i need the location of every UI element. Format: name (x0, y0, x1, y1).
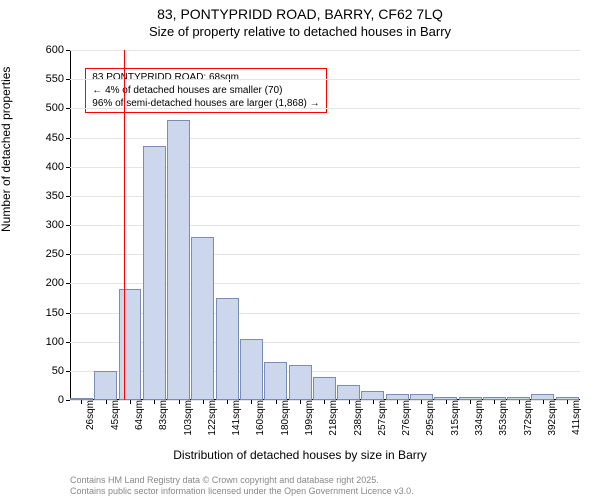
x-tick-mark (154, 400, 155, 404)
histogram-bar (289, 365, 312, 400)
x-tick-mark (300, 400, 301, 404)
x-tick-label: 257sqm (373, 400, 388, 436)
x-tick-label: 160sqm (251, 400, 266, 436)
footer-line-2: Contains public sector information licen… (70, 486, 414, 498)
x-tick-label: 64sqm (130, 400, 145, 430)
marker-line (124, 50, 125, 400)
footer-line-1: Contains HM Land Registry data © Crown c… (70, 475, 414, 487)
y-tick-mark (66, 313, 70, 314)
annotation-line-1: 83 PONTYPRIDD ROAD: 68sqm (92, 71, 319, 84)
histogram-bar (94, 371, 117, 400)
grid-line (70, 79, 580, 80)
x-tick-label: 353sqm (494, 400, 509, 436)
x-tick-mark (179, 400, 180, 404)
x-tick-label: 411sqm (567, 400, 582, 435)
histogram-bar (337, 385, 360, 400)
x-tick-mark (470, 400, 471, 404)
footer-attribution: Contains HM Land Registry data © Crown c… (70, 475, 414, 498)
x-tick-label: 45sqm (106, 400, 121, 430)
y-tick-mark (66, 225, 70, 226)
y-tick-mark (66, 138, 70, 139)
x-tick-mark (130, 400, 131, 404)
histogram-bar (191, 237, 214, 400)
x-tick-label: 83sqm (154, 400, 169, 430)
y-tick-mark (66, 50, 70, 51)
x-tick-label: 392sqm (543, 400, 558, 436)
histogram-bar (143, 146, 166, 400)
grid-line (70, 108, 580, 109)
x-tick-label: 238sqm (349, 400, 364, 436)
x-tick-mark (373, 400, 374, 404)
x-tick-label: 26sqm (81, 400, 96, 430)
histogram-bar (216, 298, 239, 400)
x-tick-label: 141sqm (227, 400, 242, 436)
x-tick-mark (349, 400, 350, 404)
x-tick-label: 218sqm (324, 400, 339, 436)
y-tick-mark (66, 196, 70, 197)
histogram-bar (264, 362, 287, 400)
page-title: 83, PONTYPRIDD ROAD, BARRY, CF62 7LQ (0, 6, 600, 22)
x-tick-mark (251, 400, 252, 404)
x-tick-mark (106, 400, 107, 404)
x-tick-mark (494, 400, 495, 404)
chart-plot-area: 83 PONTYPRIDD ROAD: 68sqm ← 4% of detach… (70, 50, 580, 400)
x-tick-mark (276, 400, 277, 404)
y-tick-mark (66, 283, 70, 284)
histogram-bar (361, 391, 384, 400)
x-tick-mark (324, 400, 325, 404)
y-tick-mark (66, 108, 70, 109)
annotation-line-2: ← 4% of detached houses are smaller (70) (92, 84, 319, 97)
histogram-bar (240, 339, 263, 400)
x-tick-label: 122sqm (203, 400, 218, 436)
x-tick-label: 103sqm (179, 400, 194, 436)
x-tick-label: 334sqm (470, 400, 485, 436)
x-tick-mark (397, 400, 398, 404)
grid-line (70, 50, 580, 51)
x-tick-label: 199sqm (300, 400, 315, 436)
y-axis-label: Number of detached properties (0, 67, 13, 232)
y-tick-mark (66, 342, 70, 343)
x-tick-mark (543, 400, 544, 404)
x-tick-label: 295sqm (421, 400, 436, 436)
histogram-bar (119, 289, 142, 400)
x-tick-mark (203, 400, 204, 404)
y-tick-mark (66, 254, 70, 255)
y-tick-mark (66, 400, 70, 401)
x-tick-label: 180sqm (276, 400, 291, 436)
x-tick-mark (446, 400, 447, 404)
histogram-bar (167, 120, 190, 400)
x-tick-mark (519, 400, 520, 404)
y-tick-mark (66, 371, 70, 372)
page-subtitle: Size of property relative to detached ho… (0, 24, 600, 39)
x-tick-mark (421, 400, 422, 404)
annotation-box: 83 PONTYPRIDD ROAD: 68sqm ← 4% of detach… (85, 68, 326, 113)
x-axis-label: Distribution of detached houses by size … (0, 448, 600, 462)
y-tick-mark (66, 167, 70, 168)
x-tick-label: 315sqm (446, 400, 461, 436)
x-tick-label: 372sqm (519, 400, 534, 436)
x-tick-mark (81, 400, 82, 404)
x-tick-mark (227, 400, 228, 404)
x-tick-mark (567, 400, 568, 404)
x-tick-label: 276sqm (397, 400, 412, 436)
y-tick-mark (66, 79, 70, 80)
histogram-bar (313, 377, 336, 400)
grid-line (70, 138, 580, 139)
